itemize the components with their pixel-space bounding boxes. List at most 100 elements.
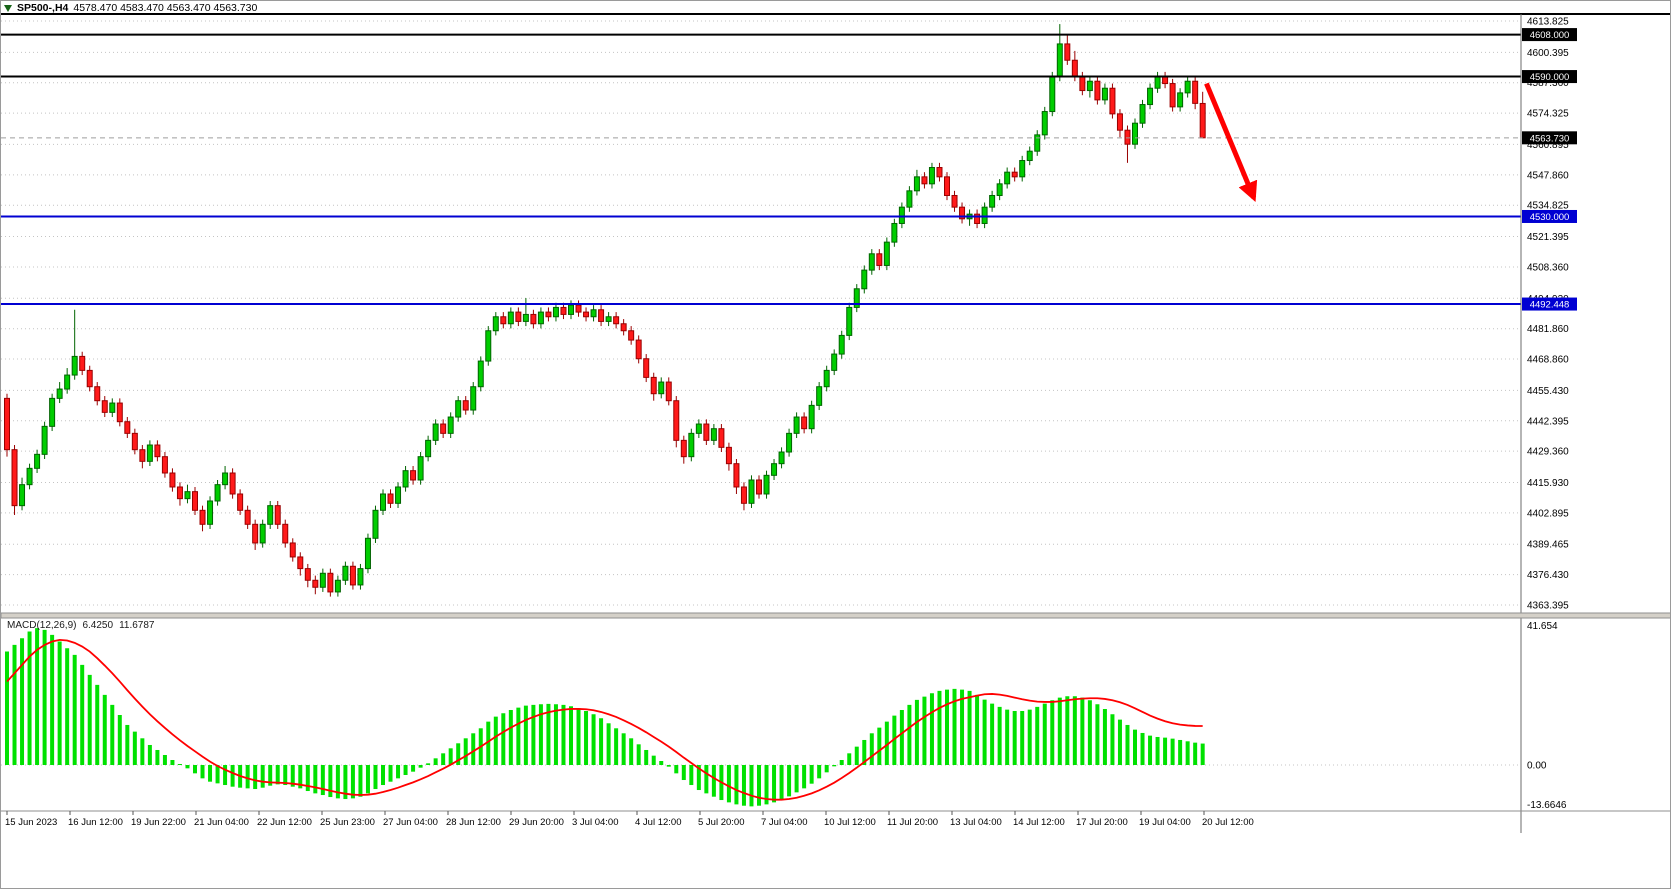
candle (267, 500, 274, 529)
candle (214, 479, 221, 506)
candle (312, 575, 319, 595)
candle (748, 475, 755, 508)
candle (282, 519, 289, 548)
candle (552, 302, 559, 322)
symbol-marker-icon (4, 4, 12, 12)
candle (49, 393, 56, 432)
candle (395, 482, 402, 508)
candle (26, 463, 33, 490)
candle (169, 468, 176, 492)
candle (1019, 155, 1026, 182)
candle (515, 307, 522, 327)
candle (583, 307, 590, 322)
candle (131, 428, 138, 455)
candle (139, 445, 146, 469)
candle (477, 356, 484, 392)
candle (974, 209, 981, 229)
candle (79, 351, 86, 376)
candle (816, 382, 823, 411)
price-axis-label: 4442.395 (1527, 416, 1569, 427)
macd-current-value: 6.4250 (82, 620, 114, 631)
candle (801, 412, 808, 434)
price-axis-label: 4600.395 (1527, 48, 1569, 59)
candle (176, 482, 183, 506)
candle (1132, 118, 1138, 149)
candle (898, 202, 905, 229)
price-axis-label: 4376.430 (1527, 570, 1569, 581)
bid-price-line-badge-label: 4563.730 (1530, 133, 1570, 144)
macd-signal-value: 11.6787 (119, 620, 155, 631)
candle (740, 482, 747, 511)
candle (507, 307, 514, 329)
candle (500, 312, 507, 329)
candle (124, 417, 131, 439)
candle (116, 398, 123, 427)
candle (380, 489, 386, 515)
macd-histogram (5, 628, 1205, 807)
resistance-line-4590-badge (1522, 70, 1577, 84)
candle (492, 312, 499, 336)
candle (1094, 76, 1101, 105)
time-axis-label: 5 Jul 20:00 (698, 817, 744, 828)
price-axis-label: 4468.860 (1527, 355, 1569, 366)
time-axis-label: 22 Jun 12:00 (257, 817, 312, 828)
candle (387, 489, 394, 508)
time-axis-label: 15 Jun 2023 (5, 817, 57, 828)
candle (1034, 130, 1041, 156)
candle (620, 319, 627, 336)
time-axis-label: 25 Jun 23:00 (320, 817, 375, 828)
candle (11, 445, 18, 515)
candle (771, 459, 778, 480)
support-line-4492-badge (1522, 297, 1577, 311)
candle (590, 305, 597, 322)
candles-layer (4, 24, 1206, 597)
macd-axis-label: 41.654 (1527, 621, 1558, 632)
price-axis-label: 4389.465 (1527, 540, 1569, 551)
candle (71, 309, 78, 380)
candle (1041, 106, 1048, 140)
candle (688, 428, 695, 462)
candle (86, 365, 93, 392)
candle (725, 442, 732, 471)
candle (710, 424, 717, 446)
candle (695, 419, 702, 439)
candle (853, 284, 860, 313)
candle (831, 349, 838, 376)
candle (981, 202, 988, 229)
time-axis-label: 16 Jun 12:00 (68, 817, 123, 828)
price-axis-label: 4521.395 (1527, 232, 1569, 243)
candle (485, 326, 492, 366)
candle (101, 396, 108, 418)
candle (432, 419, 439, 446)
candle (1109, 83, 1116, 119)
candle (673, 396, 680, 448)
time-axis-label: 4 Jul 12:00 (635, 817, 681, 828)
candle (4, 393, 10, 457)
candle (537, 307, 544, 329)
price-axis-label: 4560.895 (1527, 140, 1569, 151)
time-axis-label: 19 Jun 22:00 (131, 817, 186, 828)
candle (1116, 109, 1123, 138)
candle (154, 440, 161, 462)
candle (1026, 146, 1033, 166)
time-axis-label: 20 Jul 12:00 (1202, 817, 1254, 828)
candle (846, 302, 853, 341)
time-axis-label: 27 Jun 04:00 (383, 817, 438, 828)
candle (786, 428, 793, 457)
candle (199, 505, 206, 532)
pane-splitter[interactable] (1, 612, 1671, 619)
time-axis-label: 11 Jul 20:00 (887, 817, 938, 828)
time-axis-label: 10 Jul 12:00 (824, 817, 876, 828)
candle (1192, 76, 1199, 110)
support-line-4530-badge (1522, 209, 1577, 223)
candle (1086, 76, 1093, 98)
trend-arrow-annotation[interactable] (1204, 82, 1258, 202)
candle (372, 505, 379, 543)
candle (838, 330, 845, 359)
price-axis-label: 4481.860 (1527, 324, 1569, 335)
candle (944, 172, 950, 201)
candle (297, 552, 304, 576)
price-axis-label: 4402.895 (1527, 508, 1569, 519)
